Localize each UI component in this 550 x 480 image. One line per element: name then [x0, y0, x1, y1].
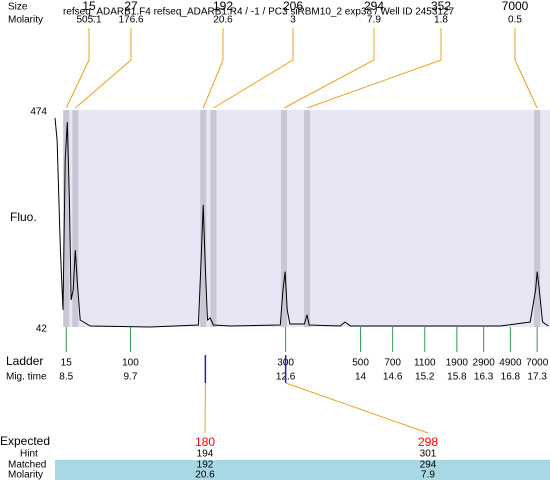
- ladder-size: 700: [384, 358, 401, 369]
- ladder-size: 500: [352, 358, 369, 369]
- expected-molarity-label: Molarity: [8, 470, 43, 480]
- ladder-time: 15.8: [447, 372, 467, 383]
- mig-time-label: Mig. time: [6, 372, 47, 383]
- y-axis-label: Fluo.: [10, 210, 37, 224]
- peak-connector: [213, 28, 294, 109]
- expected-value: 180: [195, 435, 215, 449]
- ladder-size: 1900: [446, 358, 469, 369]
- ladder-size: 15: [61, 358, 73, 369]
- ladder-time: 16.8: [501, 372, 521, 383]
- peak-molarity: 20.6: [213, 15, 233, 26]
- peak-size: 27: [124, 0, 138, 13]
- matched-molarity: 7.9: [421, 470, 435, 480]
- matched-molarity: 20.6: [195, 470, 215, 480]
- peak-size: 206: [283, 0, 303, 13]
- hint-value: 194: [197, 449, 214, 460]
- y-tick-label: 474: [30, 107, 47, 118]
- peak-connector: [514, 28, 538, 109]
- peak-connector: [202, 28, 224, 109]
- peak-molarity: 505.1: [76, 15, 101, 26]
- matched-row: [55, 460, 550, 480]
- peak-molarity: 0.5: [508, 15, 522, 26]
- peak-connector: [283, 28, 375, 109]
- ladder-time: 9.7: [124, 372, 138, 383]
- peak-molarity: 176.6: [118, 15, 143, 26]
- ladder-size: 2900: [473, 358, 496, 369]
- ladder-time: 15.2: [415, 372, 435, 383]
- ladder-label: Ladder: [6, 354, 43, 368]
- peak-size: 7000: [502, 0, 529, 13]
- peak-band: [210, 110, 217, 327]
- trace: [54, 117, 549, 328]
- peak-connector: [65, 28, 90, 109]
- peak-molarity: 7.9: [367, 15, 381, 26]
- size-label: Size: [8, 2, 28, 13]
- ladder-size: 7000: [526, 358, 549, 369]
- ladder-size: 100: [122, 358, 139, 369]
- ladder-time: 14: [355, 372, 367, 383]
- peak-band: [304, 110, 311, 327]
- ladder-time: 14.6: [383, 372, 403, 383]
- peak-band: [534, 110, 541, 327]
- peak-band: [281, 110, 288, 327]
- peak-size: 192: [213, 0, 233, 13]
- ladder-time: 17.3: [527, 372, 547, 383]
- expected-label: Expected: [0, 434, 50, 448]
- matched-label: Matched: [8, 460, 46, 471]
- peak-size: 352: [431, 0, 451, 13]
- peak-band: [72, 110, 79, 327]
- hint-value: 301: [420, 449, 437, 460]
- peak-molarity: 3: [290, 15, 296, 26]
- peak-band: [63, 110, 70, 327]
- title: refseq_ADARB1.F4 refseq_ADARB1.R4 / -1 /…: [63, 7, 455, 18]
- y-tick-label: 42: [36, 324, 48, 335]
- peak-connector: [306, 28, 442, 109]
- matched-value: 192: [197, 460, 214, 471]
- peak-size: 294: [364, 0, 384, 13]
- expected-value: 298: [418, 435, 438, 449]
- molarity-label: Molarity: [8, 15, 43, 26]
- ladder-size: 1100: [414, 358, 436, 369]
- hint-label: Hint: [20, 449, 38, 460]
- expected-connector: [285, 382, 429, 434]
- peak-connector: [75, 28, 132, 109]
- peak-molarity: 1.8: [434, 15, 448, 26]
- peak-size: 15: [82, 0, 96, 13]
- ladder-time: 16.3: [474, 372, 494, 383]
- ladder-time: 8.5: [59, 372, 73, 383]
- matched-value: 294: [420, 460, 437, 471]
- ladder-size: 4900: [499, 358, 522, 369]
